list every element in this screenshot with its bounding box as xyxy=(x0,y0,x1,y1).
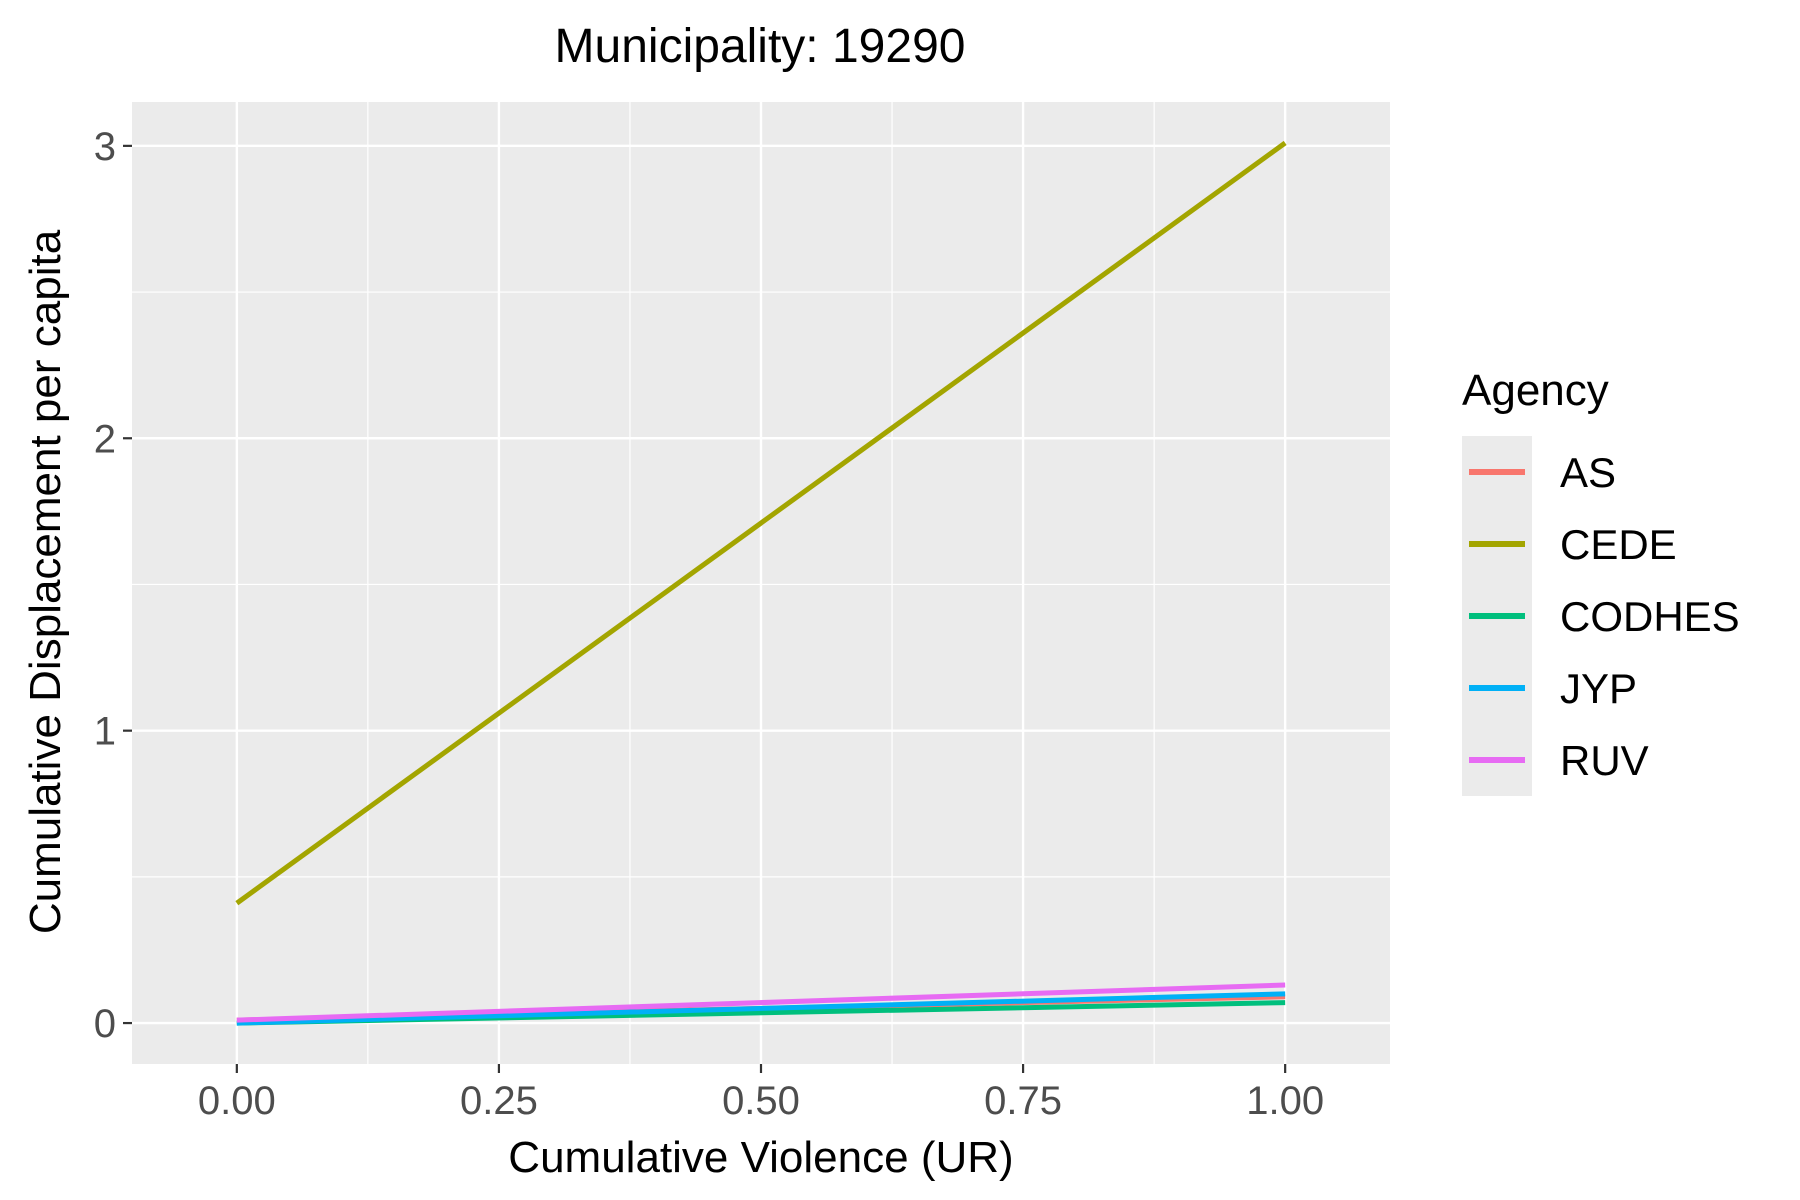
series-lines xyxy=(235,140,1287,1026)
y-tick-label: 3 xyxy=(94,125,116,169)
legend: Agency AS CEDE CODHES JYP RUV xyxy=(1462,366,1740,796)
x-tick-label: 0.75 xyxy=(984,1079,1062,1123)
series-line-cede xyxy=(235,140,1287,906)
legend-title: Agency xyxy=(1462,366,1609,415)
legend-label-jyp: JYP xyxy=(1560,665,1637,712)
series-line-jyp xyxy=(236,991,1286,1026)
series-line-ruv xyxy=(236,982,1286,1023)
legend-label-as: AS xyxy=(1560,449,1616,496)
x-tick-label: 0.00 xyxy=(198,1079,276,1123)
y-tick-label: 0 xyxy=(94,1002,116,1046)
x-axis-title: Cumulative Violence (UR) xyxy=(508,1133,1013,1182)
chart-title: Municipality: 19290 xyxy=(555,20,966,73)
y-tick-label: 2 xyxy=(94,417,116,461)
x-tick-label: 0.25 xyxy=(460,1079,538,1123)
y-tick-label: 1 xyxy=(94,710,116,754)
legend-label-cede: CEDE xyxy=(1560,521,1677,568)
x-tick-label: 1.00 xyxy=(1246,1079,1324,1123)
y-axis: 0 1 2 3 xyxy=(94,125,132,1046)
y-axis-title: Cumulative Displacement per capita xyxy=(21,229,70,934)
x-axis: 0.00 0.25 0.50 0.75 1.00 xyxy=(198,1064,1324,1123)
x-tick-label: 0.50 xyxy=(722,1079,800,1123)
grid-major xyxy=(132,102,1390,1064)
legend-label-codhes: CODHES xyxy=(1560,593,1740,640)
legend-label-ruv: RUV xyxy=(1560,737,1649,784)
